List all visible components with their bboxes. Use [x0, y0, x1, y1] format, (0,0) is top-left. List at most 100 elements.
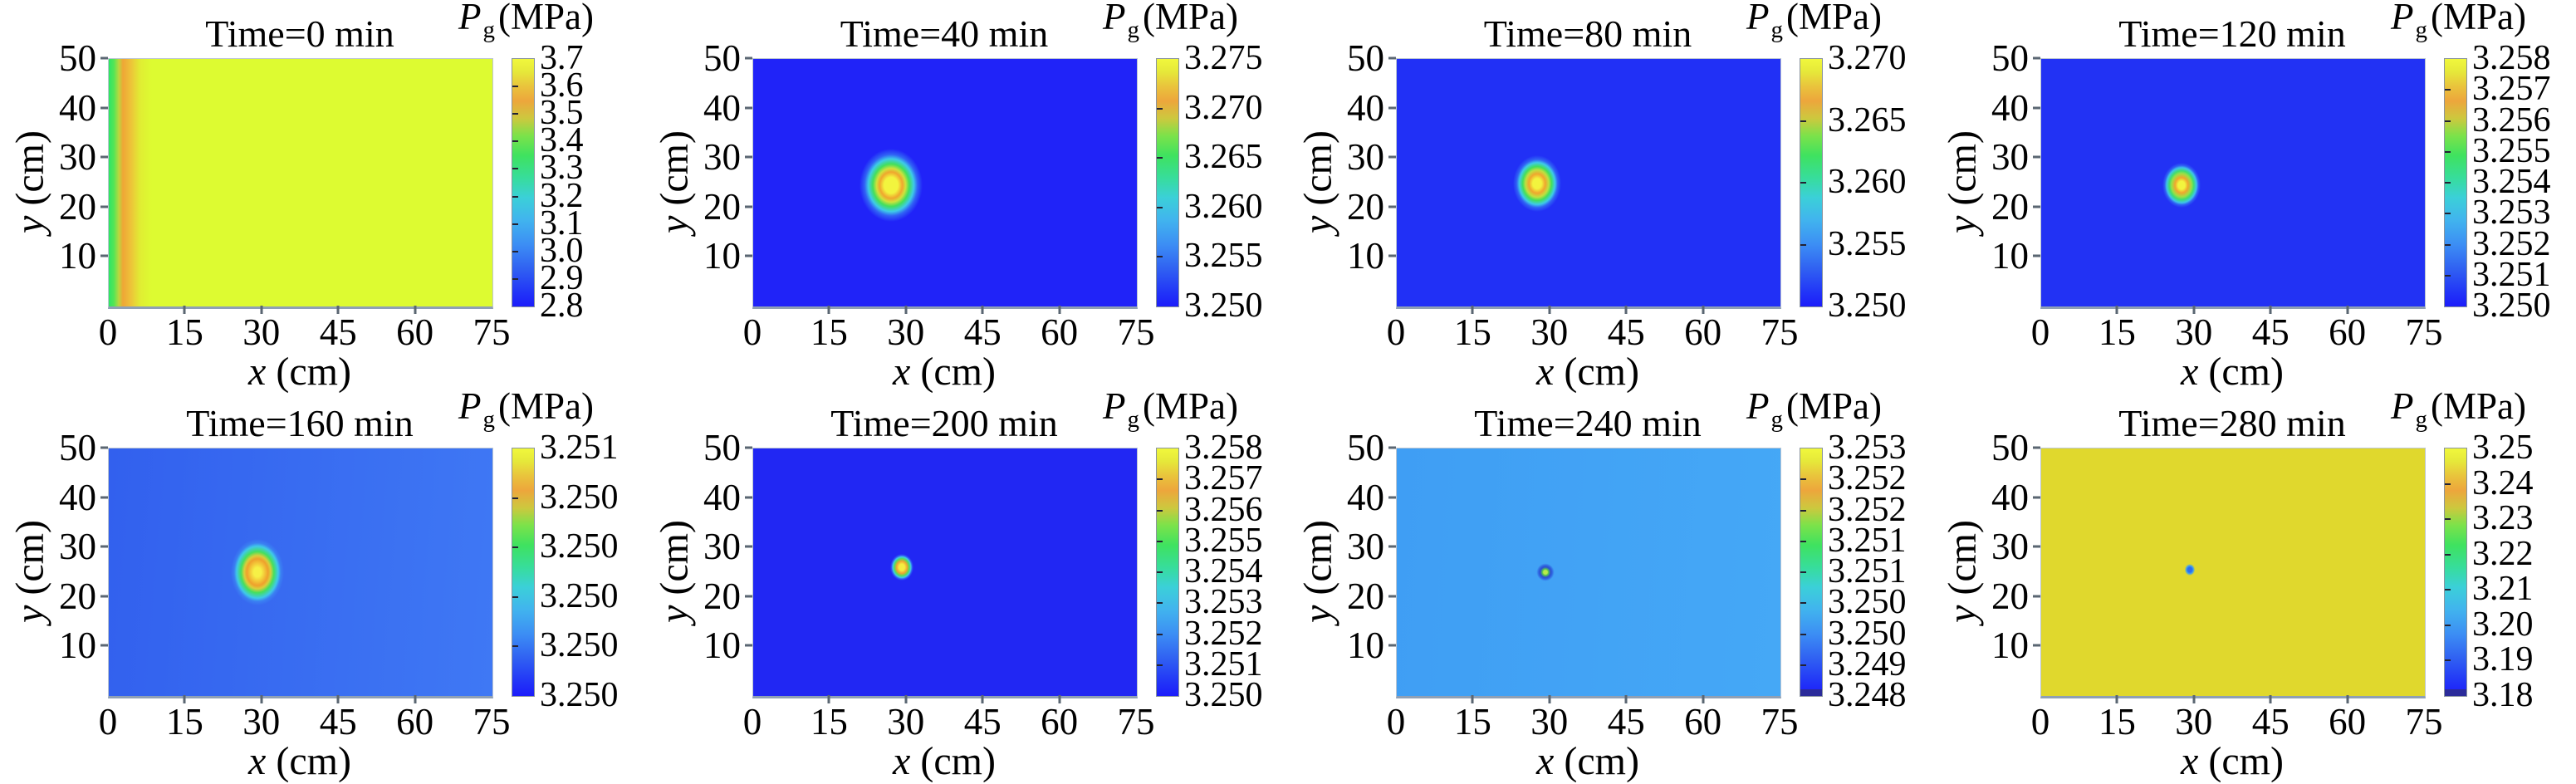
x-tick-label: 60	[2329, 701, 2367, 742]
heatmap-panel: Pg(MPa) Time=280 min y (cm) 10 20 30 40 50 0…	[1932, 385, 2576, 783]
x-axis-label: x (cm)	[1396, 349, 1780, 394]
heatmap-plot[interactable]	[1396, 448, 1781, 698]
heatmap-panel: Pg(MPa) Time=160 min y (cm) 10 20 30 40 50 0…	[0, 385, 644, 783]
heatmap-plot[interactable]	[2040, 448, 2426, 698]
x-tick-label: 45	[2251, 311, 2290, 353]
x-axis-variable: x	[2181, 739, 2199, 783]
y-tick-label: 50	[1347, 37, 1384, 79]
colorbar-tick-label: 3.257	[1184, 459, 1263, 498]
colorbar-tick-label: 3.0	[540, 231, 584, 270]
y-tick-mark	[2033, 56, 2040, 60]
x-tick-label: 30	[242, 701, 281, 742]
colorbar-tick-label: 3.7	[540, 39, 584, 77]
pressure-symbol: P	[1746, 0, 1770, 37]
x-axis-ticks: 0 15 30 45 60 75	[1387, 700, 1799, 743]
x-axis-variable: x	[1536, 350, 1555, 394]
x-tick-mark	[2346, 695, 2349, 703]
y-tick-mark	[2033, 545, 2040, 548]
x-tick-label: 15	[810, 701, 848, 742]
colorbar-tick-label: 3.252	[1828, 490, 1907, 529]
heatmap-plot[interactable]	[2040, 58, 2426, 309]
colorbar-tick-label: 3.251	[2472, 255, 2551, 294]
y-axis-ticks: 10 20 30 40 50	[644, 37, 744, 306]
colorbar-tick-mark	[512, 195, 518, 198]
colorbar	[2444, 448, 2467, 697]
x-tick-label: 60	[396, 311, 434, 353]
y-tick-label: 40	[59, 86, 96, 129]
x-tick-label: 30	[242, 311, 281, 353]
pressure-subscript: g	[2415, 17, 2428, 43]
x-tick-label: 60	[2329, 311, 2367, 353]
colorbar-tick-label: 3.6	[540, 66, 584, 105]
x-tick-label: 30	[1530, 701, 1569, 742]
x-tick-label: 0	[742, 311, 762, 353]
heatmap-panel: Pg(MPa) Time=0 min y (cm) 10 20 30 40 50 0 15…	[0, 0, 644, 394]
y-tick-mark	[745, 496, 752, 499]
y-tick-label: 40	[703, 476, 741, 518]
hotspot	[889, 554, 913, 581]
y-tick-label: 30	[1347, 526, 1384, 568]
colorbar-tick-mark	[1800, 540, 1806, 542]
y-tick-mark	[1388, 155, 1396, 159]
y-tick-label: 50	[59, 427, 96, 468]
colorbar-tick-mark	[1800, 182, 1806, 184]
y-tick-label: 20	[1347, 575, 1384, 617]
panel-title: Time=200 min	[830, 402, 1058, 444]
x-axis-unit: (cm)	[1564, 739, 1639, 783]
x-axis-unit: (cm)	[2208, 739, 2284, 783]
x-axis-label: x (cm)	[752, 349, 1136, 394]
colorbar-tick-mark	[2445, 589, 2451, 591]
x-tick-label: 30	[2175, 311, 2213, 353]
pressure-symbol: P	[458, 385, 482, 427]
hotspot	[1534, 561, 1556, 583]
pressure-unit: (MPa)	[498, 0, 594, 37]
y-tick-mark	[745, 254, 752, 257]
hotspot	[2182, 562, 2196, 578]
y-tick-label: 10	[59, 235, 96, 277]
colorbar-tick-label: 3.22	[2472, 534, 2534, 573]
colorbar-tick-label: 3.250	[540, 676, 619, 714]
colorbar	[2444, 58, 2467, 307]
x-axis-ticks: 0 15 30 45 60 75	[743, 311, 1155, 354]
pressure-subscript: g	[1770, 17, 1784, 43]
x-tick-mark	[827, 306, 830, 314]
hotspot	[230, 539, 284, 605]
y-tick-label: 30	[703, 136, 741, 179]
pressure-unit: (MPa)	[1786, 0, 1882, 37]
heatmap-plot[interactable]	[1396, 58, 1781, 309]
colorbar-tick-label: 3.250	[2472, 287, 2551, 325]
heatmap-plot[interactable]	[752, 448, 1138, 698]
x-tick-mark	[1702, 695, 1705, 703]
y-axis-ticks: 10 20 30 40 50	[0, 37, 100, 306]
colorbar	[1156, 448, 1179, 697]
x-tick-label: 0	[1386, 311, 1406, 353]
panel-title: Time=120 min	[2118, 12, 2346, 55]
colorbar-tick-label: 3.258	[1184, 429, 1263, 467]
colorbar-tick-mark	[1157, 540, 1163, 542]
heatmap-plot[interactable]	[752, 58, 1138, 309]
x-tick-label: 60	[396, 701, 434, 742]
heatmap-plot[interactable]	[108, 448, 493, 698]
colorbar-tick-label: 3.2	[540, 176, 584, 215]
colorbar-tick-mark	[2445, 150, 2451, 153]
colorbar-tick-label: 3.251	[1828, 552, 1907, 590]
colorbar-tick-labels: 3.25 3.24 3.23 3.22 3.21 3.20 3.19 3.18	[2472, 429, 2576, 714]
x-axis-label: x (cm)	[2040, 738, 2424, 784]
pressure-subscript: g	[482, 17, 496, 43]
colorbar-tick-label: 3.254	[2472, 163, 2551, 201]
x-tick-mark	[2115, 306, 2118, 314]
colorbar-tick-label: 3.250	[1184, 676, 1263, 714]
x-axis-unit: (cm)	[276, 350, 351, 394]
heatmap-plot[interactable]	[108, 58, 493, 309]
panel-title: Time=40 min	[840, 12, 1049, 55]
y-axis-ticks: 10 20 30 40 50	[0, 427, 100, 695]
colorbar-tick-label: 3.250	[1828, 583, 1907, 622]
y-tick-label: 30	[59, 136, 96, 179]
colorbar-tick-label: 3.5	[540, 94, 584, 133]
y-tick-mark	[100, 496, 108, 499]
colorbar-tick-label: 3.254	[1184, 552, 1263, 590]
y-tick-mark	[100, 545, 108, 548]
colorbar-tick-mark	[1157, 206, 1163, 208]
colorbar-tick-mark	[1157, 664, 1163, 666]
